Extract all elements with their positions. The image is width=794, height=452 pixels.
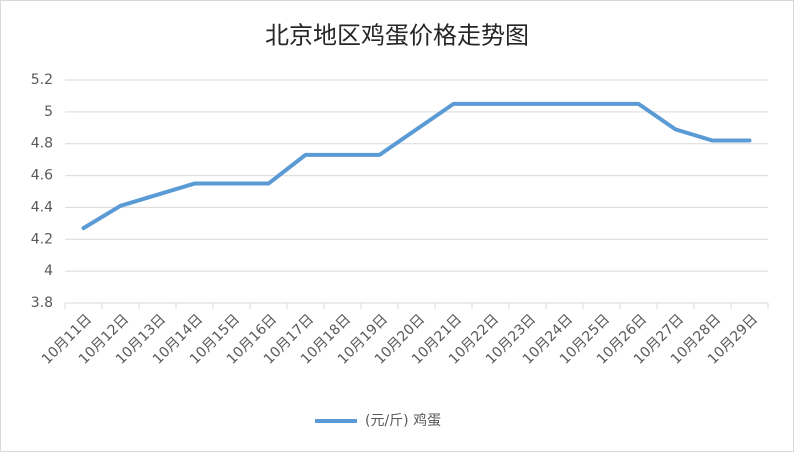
y-tick-label: 3.8 xyxy=(31,295,53,311)
chart-title: 北京地区鸡蛋价格走势图 xyxy=(265,22,529,50)
y-tick-label: 4.4 xyxy=(31,199,53,215)
y-tick-label: 4 xyxy=(44,263,53,279)
y-tick-label: 5 xyxy=(44,104,53,120)
legend-label: (元/斤) 鸡蛋 xyxy=(365,412,441,429)
data-line xyxy=(81,101,752,231)
y-tick-label: 4.6 xyxy=(31,168,53,184)
y-tick-label: 5.2 xyxy=(31,72,53,88)
y-tick-label: 4.2 xyxy=(31,231,53,247)
y-tick-label: 4.8 xyxy=(31,136,53,152)
